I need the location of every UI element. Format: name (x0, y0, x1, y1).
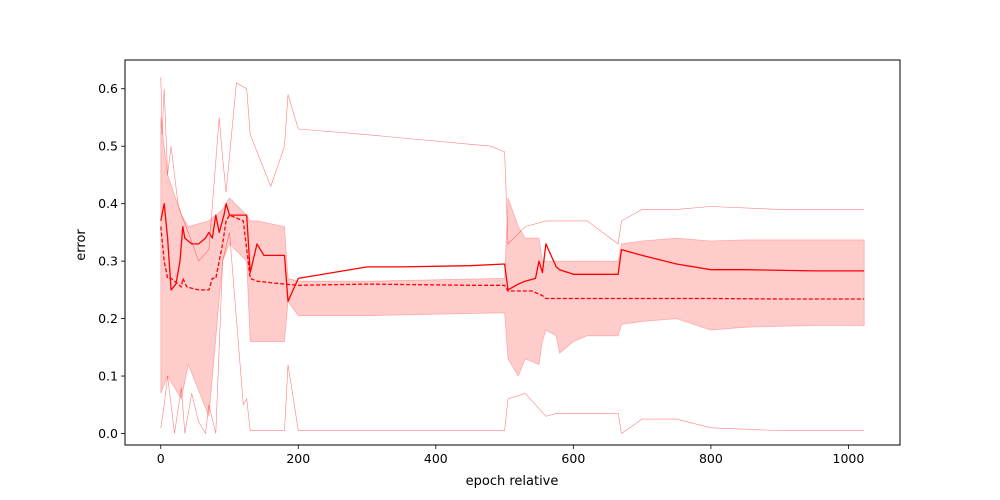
y-tick-label: 0.6 (98, 81, 118, 96)
x-tick-label: 200 (286, 451, 310, 466)
axes: 0 200 400 600 800 1000 0.0 0.1 0.2 0.3 0.4 0.5 0.6 (98, 59, 901, 466)
axes-frame (124, 59, 901, 446)
x-tick-label: 1000 (833, 451, 865, 466)
x-tick-label: 400 (424, 451, 448, 466)
y-tick-label: 0.5 (98, 139, 118, 154)
y-tick-label: 0.2 (98, 311, 118, 326)
x-tick-label: 0 (157, 451, 165, 466)
y-axis-label: error (74, 229, 89, 261)
lower-envelope-line (160, 232, 865, 435)
y-tick-label: 0.1 (98, 369, 118, 384)
solid-series-line (160, 203, 865, 302)
dashed-series-line (160, 214, 865, 300)
y-tick-label: 0.3 (98, 254, 118, 269)
x-tick-label: 800 (699, 451, 723, 466)
x-axis-label: epoch relative (466, 474, 559, 489)
confidence-band (160, 117, 865, 417)
x-tick-label: 600 (561, 451, 585, 466)
plot-area (160, 77, 865, 435)
y-tick-label: 0.4 (98, 196, 118, 211)
y-tick-label: 0.0 (98, 426, 118, 441)
upper-envelope-line (160, 77, 865, 262)
plot-content (160, 77, 865, 435)
